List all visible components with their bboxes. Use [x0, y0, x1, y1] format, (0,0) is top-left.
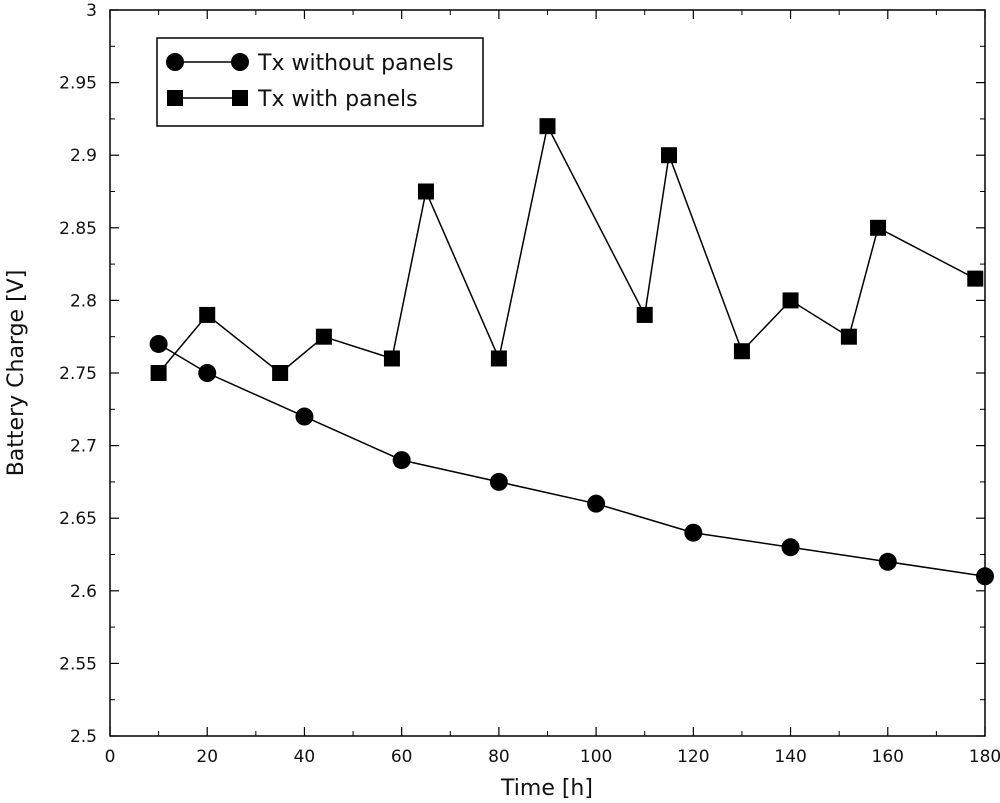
x-tick-label: 80 [488, 747, 510, 767]
data-point-circle [489, 472, 508, 491]
data-point-square [870, 219, 887, 236]
data-point-square [417, 183, 434, 200]
y-tick-label: 2.7 [70, 437, 97, 457]
data-point-circle [295, 407, 314, 426]
data-point-square [315, 328, 332, 345]
data-point-square [733, 343, 750, 360]
legend-label-series-1: Tx with panels [257, 87, 418, 112]
x-tick-label: 100 [580, 747, 612, 767]
legend: Tx without panels Tx with panels [156, 37, 484, 127]
x-tick-label: 0 [105, 747, 116, 767]
data-point-circle [781, 538, 800, 557]
y-tick-label: 2.6 [70, 582, 97, 602]
data-point-square [539, 118, 556, 135]
y-tick-label: 2.55 [59, 654, 97, 674]
legend-marker-circle-right [231, 53, 249, 71]
legend-marker-square-left [167, 90, 183, 106]
y-axis-title: Battery Charge [V] [4, 270, 29, 477]
y-tick-label: 2.95 [59, 74, 97, 94]
data-point-square [840, 328, 857, 345]
data-point-square [636, 306, 653, 323]
data-point-square [150, 365, 167, 381]
y-axis: 2.5 2.55 2.6 2.65 2.7 2.75 2.8 2.85 2.9 2.95 3 [59, 1, 985, 747]
y-tick-label: 3 [86, 1, 97, 21]
x-tick-label: 60 [391, 747, 413, 767]
data-point-square [782, 292, 799, 309]
y-tick-label: 2.5 [70, 727, 97, 747]
x-tick-label: 140 [774, 747, 806, 767]
legend-box [156, 37, 484, 127]
data-point-circle [149, 334, 168, 353]
data-point-square [490, 350, 507, 367]
data-point-circle [684, 523, 703, 542]
x-tick-label: 20 [196, 747, 218, 767]
legend-marker-circle-left [166, 53, 184, 71]
x-tick-label: 160 [872, 747, 904, 767]
y-tick-label: 2.8 [70, 291, 97, 311]
data-point-circle [976, 567, 994, 586]
x-tick-label: 180 [969, 747, 1000, 767]
data-point-square [661, 147, 678, 164]
x-axis: 0 20 40 60 80 100 120 140 160 180 [105, 10, 1000, 767]
data-point-circle [587, 494, 606, 513]
y-tick-label: 2.85 [59, 219, 97, 239]
legend-label-series-0: Tx without panels [257, 51, 454, 76]
y-tick-label: 2.9 [70, 146, 97, 166]
data-point-square [272, 365, 289, 381]
x-tick-label: 120 [677, 747, 709, 767]
y-tick-label: 2.75 [59, 364, 97, 384]
series-line-0 [158, 343, 986, 578]
data-point-square [383, 350, 400, 367]
x-axis-title: Time [h] [500, 776, 593, 801]
data-point-circle [198, 364, 217, 382]
data-point-circle [392, 451, 411, 470]
data-point-square [199, 306, 216, 323]
series-layer [149, 118, 994, 586]
legend-marker-square-right [232, 90, 248, 106]
y-tick-label: 2.65 [59, 509, 97, 529]
data-point-square [967, 270, 984, 287]
data-point-circle [878, 552, 897, 571]
x-tick-label: 40 [294, 747, 316, 767]
